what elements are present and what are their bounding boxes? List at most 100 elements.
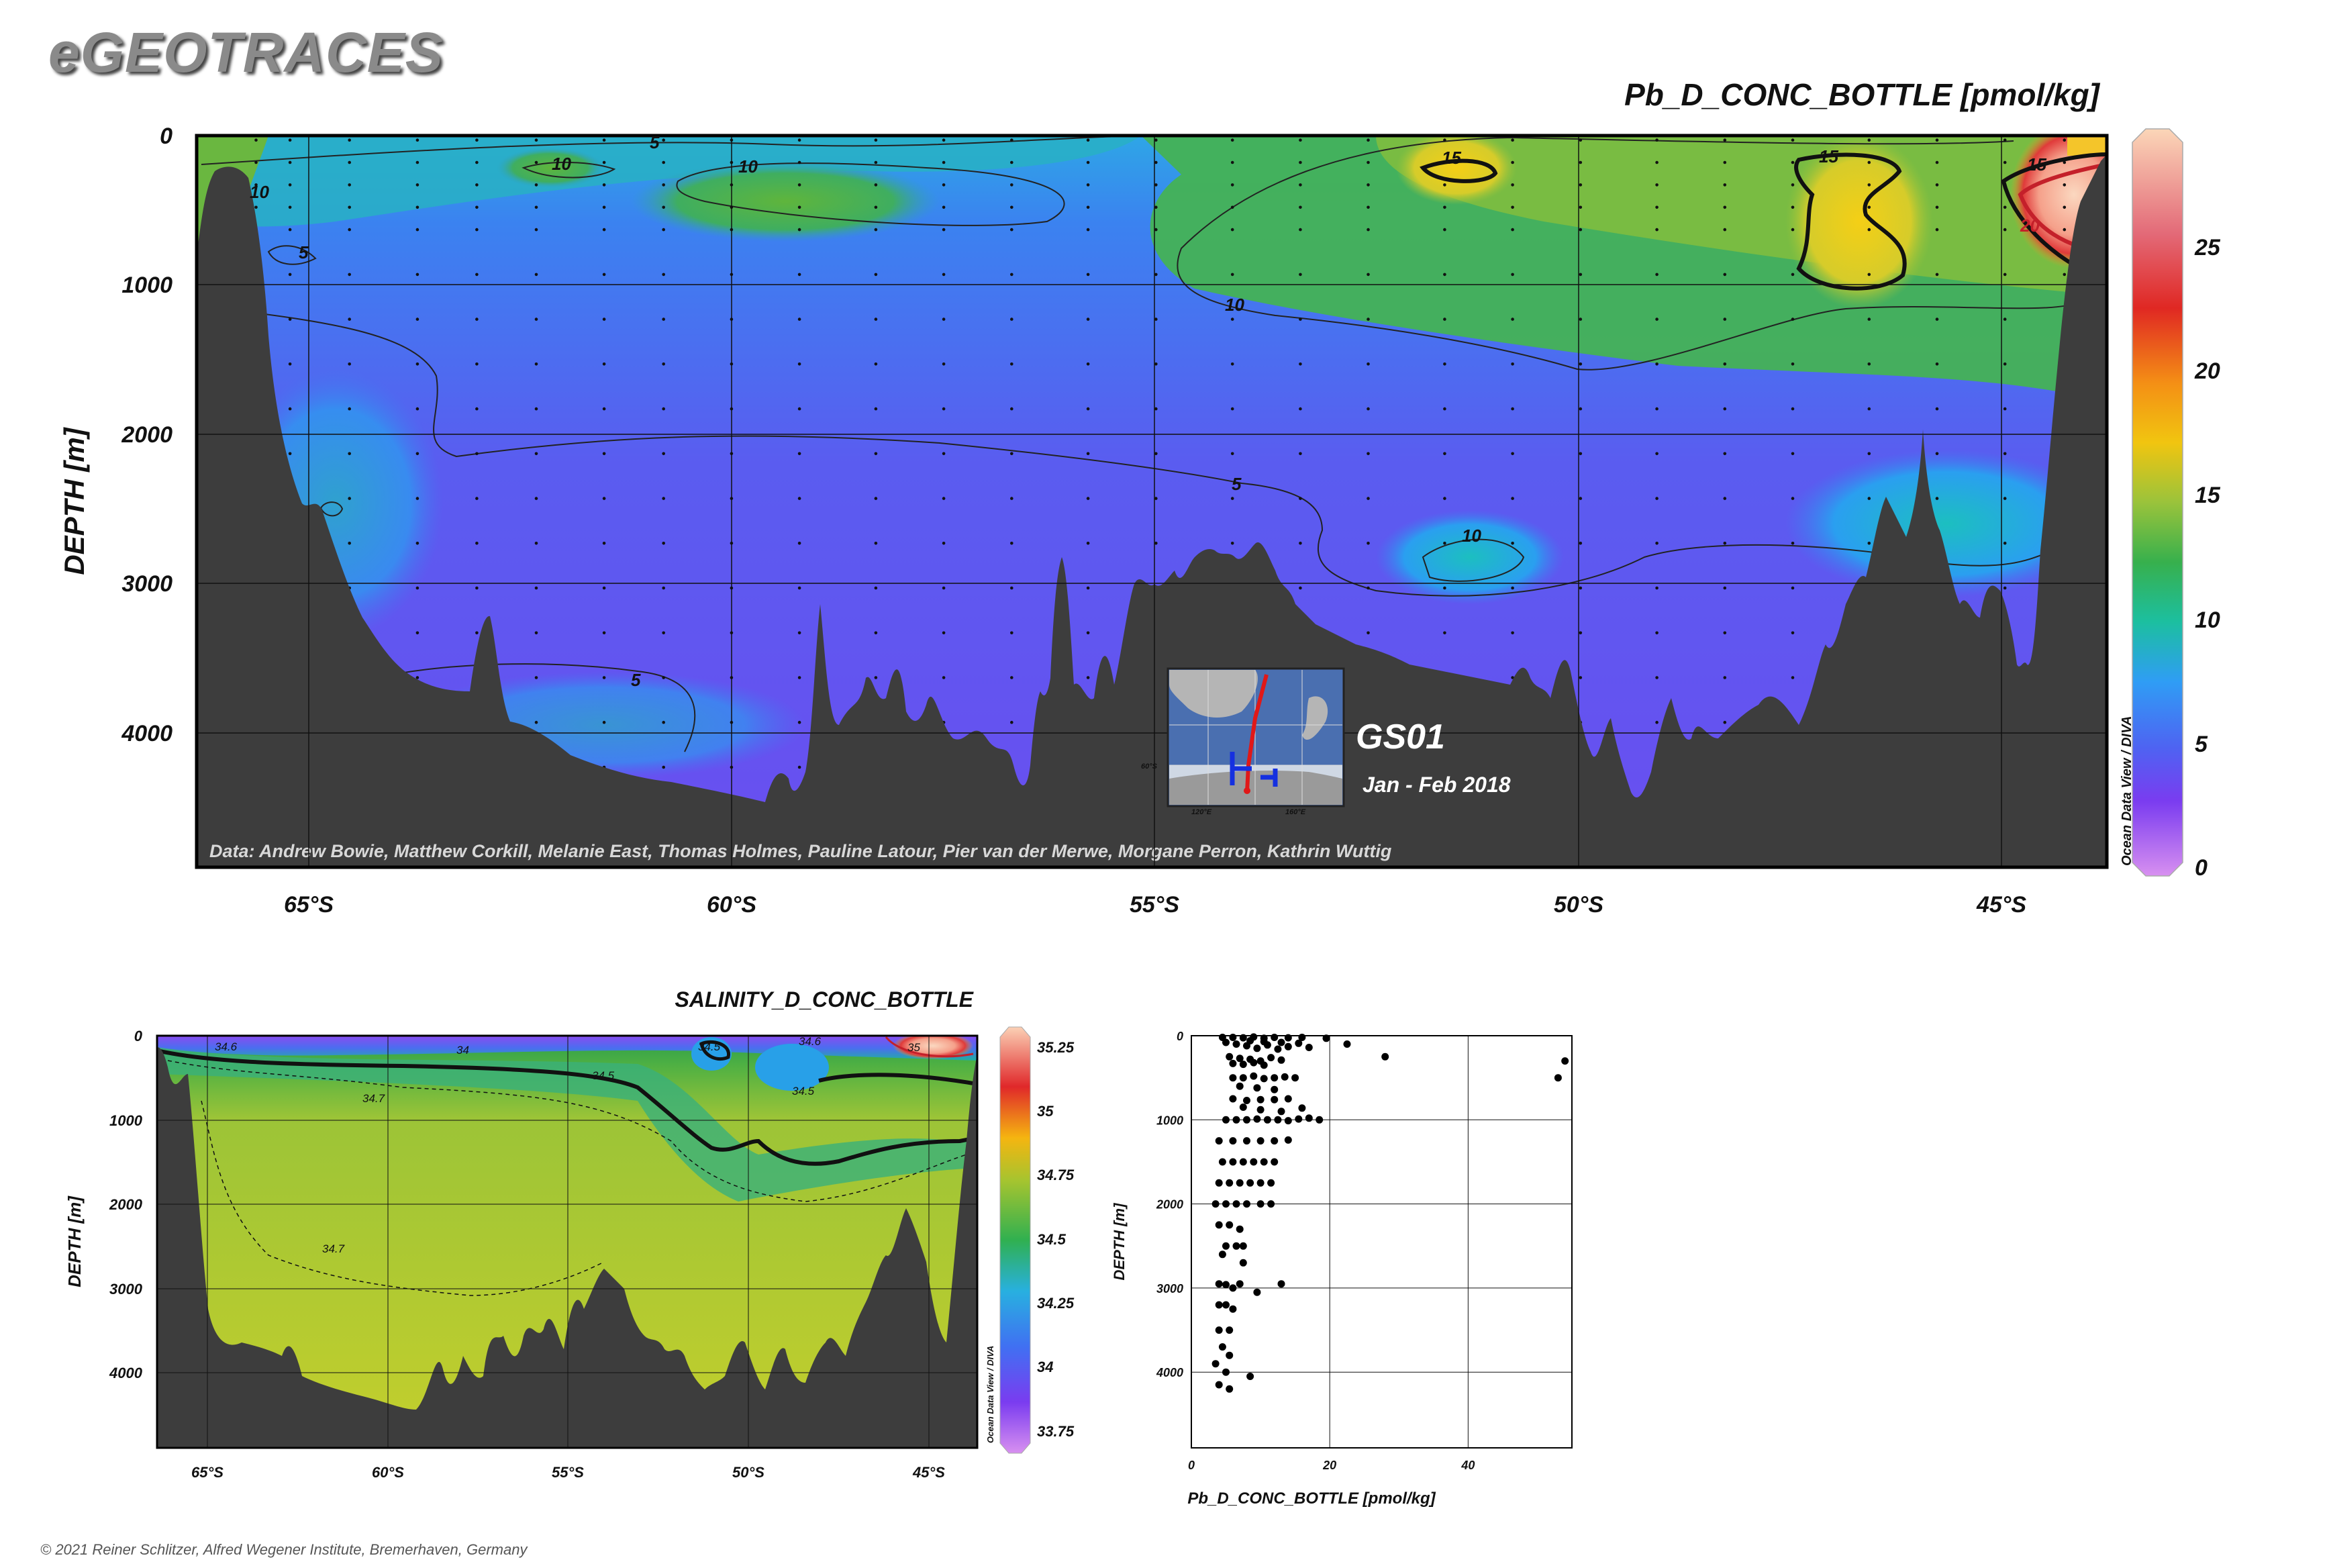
station-sample-dot xyxy=(2003,317,2007,321)
main-frame xyxy=(195,134,2109,869)
station-sample-dot xyxy=(1935,183,1939,187)
station-sample-dot xyxy=(1935,205,1939,209)
colorbar-tick: 34 xyxy=(1037,1359,1053,1375)
station-sample-dot xyxy=(1367,228,1370,232)
station-sample-dot xyxy=(1723,586,1727,590)
station-sample-dot xyxy=(1655,542,1658,545)
station-sample-dot xyxy=(797,497,801,500)
colorbar-tick: 35.25 xyxy=(1037,1039,1075,1056)
station-sample-dot xyxy=(534,542,538,545)
contour-label: 34.6 xyxy=(799,1035,822,1048)
station-sample-dot xyxy=(1791,205,1795,209)
scatter-point xyxy=(1222,1200,1230,1208)
y-tick: 0 xyxy=(1177,1030,1183,1043)
contour-label: 34.5 xyxy=(592,1069,615,1082)
scatter-point xyxy=(1229,1284,1237,1292)
y-tick: 3000 xyxy=(121,571,172,597)
station-sample-dot xyxy=(1791,676,1795,679)
contour-label: 15 xyxy=(2027,154,2046,175)
inset-map-label: 160°E xyxy=(1285,808,1306,816)
station-sample-dot xyxy=(1154,228,1158,232)
station-sample-dot xyxy=(1935,362,1939,366)
station-sample-dot xyxy=(1443,160,1446,164)
station-sample-dot xyxy=(415,676,419,679)
x-tick: 65°S xyxy=(284,892,334,918)
station-sample-dot xyxy=(1443,138,1446,142)
station-sample-dot xyxy=(1655,160,1658,164)
scatter-point xyxy=(1215,1381,1223,1389)
scatter-point xyxy=(1222,1368,1230,1376)
station-sample-dot xyxy=(534,452,538,456)
station-sample-dot xyxy=(2063,160,2067,164)
station-sample-dot xyxy=(534,183,538,187)
station-sample-dot xyxy=(942,362,946,366)
station-sample-dot xyxy=(475,631,479,635)
station-sample-dot xyxy=(534,407,538,411)
station-sample-dot xyxy=(1655,205,1658,209)
station-sample-dot xyxy=(602,542,606,545)
station-sample-dot xyxy=(1086,676,1090,679)
scatter-point xyxy=(1239,1158,1247,1166)
station-sample-dot xyxy=(1935,497,1939,500)
station-sample-dot xyxy=(1367,138,1370,142)
scatter-point xyxy=(1250,1059,1258,1067)
contour-label: 15 xyxy=(1819,146,1838,166)
station-sample-dot xyxy=(1010,676,1013,679)
scatter-point xyxy=(1243,1200,1250,1208)
station-sample-dot xyxy=(1655,631,1658,635)
station-sample-dot xyxy=(1154,452,1158,456)
station-sample-dot xyxy=(1367,452,1370,456)
salinity-contour-35 xyxy=(885,1036,974,1058)
station-sample-dot xyxy=(1443,452,1446,456)
station-sample-dot xyxy=(942,205,946,209)
contour-label: 10 xyxy=(1462,526,1481,546)
main-colorbar: 25 20 15 10 5 0 xyxy=(2132,128,2221,881)
contour-5-bottom xyxy=(375,663,696,752)
station-sample-dot xyxy=(1367,317,1370,321)
scatter-point xyxy=(1322,1034,1330,1042)
station-sample-dot xyxy=(1655,228,1658,232)
scatter-point xyxy=(1226,1052,1234,1061)
scatter-point xyxy=(1229,1158,1237,1166)
station-sample-dot xyxy=(1867,452,1871,456)
main-colorbar-bar xyxy=(2132,128,2183,877)
station-sample-dot xyxy=(475,205,479,209)
main-bathymetry xyxy=(197,154,2107,867)
station-sample-dot xyxy=(1723,228,1727,232)
station-sample-dot xyxy=(1511,205,1514,209)
station-sample-dot xyxy=(1086,586,1090,590)
station-sample-dot xyxy=(348,452,351,456)
scatter-point xyxy=(1218,1251,1226,1259)
station-sample-dot xyxy=(1230,452,1234,456)
station-sample-dot xyxy=(2003,273,2007,277)
scatter-point xyxy=(1250,1072,1258,1080)
station-sample-dot xyxy=(415,452,419,456)
station-sample-dot xyxy=(475,183,479,187)
station-sample-dot xyxy=(475,273,479,277)
main-colorbar-ticks: 25 20 15 10 5 0 xyxy=(2194,235,2221,881)
station-sample-dot xyxy=(797,765,801,769)
station-sample-dot xyxy=(602,362,606,366)
station-sample-dot xyxy=(1511,631,1514,635)
scatter-point xyxy=(1253,1044,1261,1052)
inset-map-newzealand xyxy=(1302,696,1328,740)
salinity-title: SALINITY_D_CONC_BOTTLE xyxy=(675,987,975,1012)
y-tick: 3000 xyxy=(1156,1282,1183,1295)
station-sample-dot xyxy=(1086,362,1090,366)
station-sample-dot xyxy=(415,183,419,187)
station-sample-dot xyxy=(1010,631,1013,635)
copyright-footer: © 2021 Reiner Schlitzer, Alfred Wegener … xyxy=(40,1541,528,1558)
station-sample-dot xyxy=(2003,205,2007,209)
salinity-colorbar-bar xyxy=(999,1026,1031,1454)
station-sample-dot xyxy=(797,317,801,321)
station-sample-dot xyxy=(874,676,878,679)
inset-map: 120°E 160°E 60°S xyxy=(1141,667,1345,816)
contour-10-small xyxy=(522,162,616,179)
station-sample-dot xyxy=(797,138,801,142)
scatter-point xyxy=(1561,1057,1569,1065)
station-sample-dot xyxy=(797,228,801,232)
scatter-point xyxy=(1253,1115,1261,1123)
station-sample-dot xyxy=(1299,362,1302,366)
station-sample-dot xyxy=(1010,542,1013,545)
scatter-point xyxy=(1284,1042,1292,1050)
